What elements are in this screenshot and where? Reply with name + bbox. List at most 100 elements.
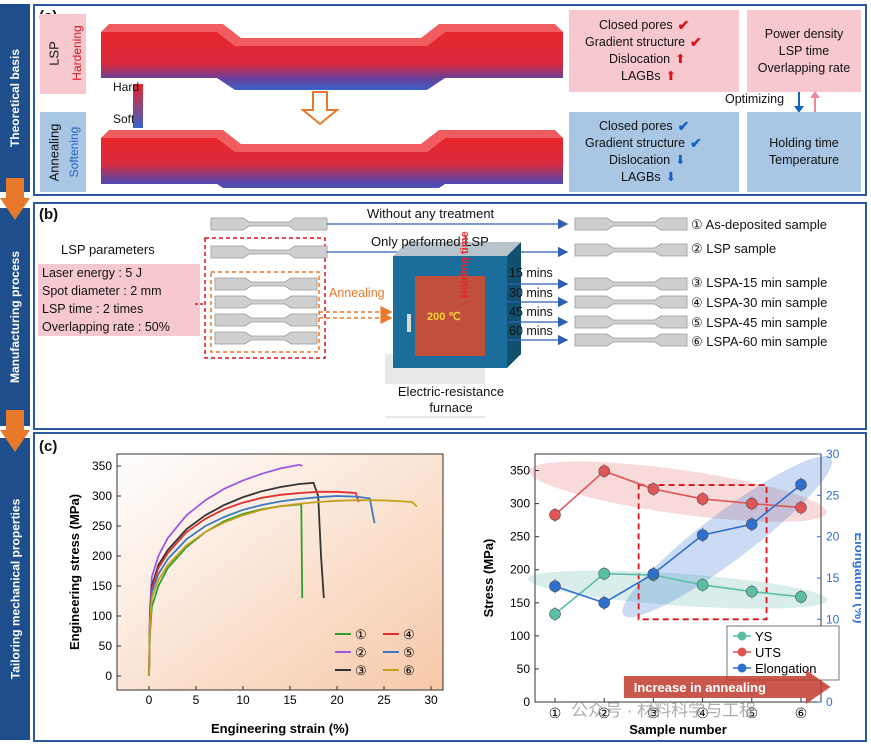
furnace-top — [393, 242, 521, 256]
y-tick-label: 150 — [92, 579, 112, 593]
sample-label: ⑥ LSPA-60 min sample — [691, 334, 828, 349]
series-line — [148, 499, 418, 677]
lsp-param: Laser energy : 5 J — [42, 266, 143, 280]
sidebar-tailoring-properties: Tailoring mechanical properties — [0, 438, 30, 740]
y2-tick-label: 15 — [826, 571, 840, 585]
optimizing-label: Optimizing — [725, 92, 785, 106]
legend-label: ② — [355, 645, 367, 660]
panel-a: (a) LSP Hardening Annealing Softening — [33, 4, 867, 196]
data-point — [549, 580, 561, 593]
duration-label: 30 mins — [509, 286, 553, 300]
effect-label: Closed pores — [599, 119, 673, 133]
x-tick-label: 20 — [330, 693, 344, 707]
down-arrow-icon: ⬇ — [665, 170, 677, 184]
down-arrow-icon: ⬇ — [675, 153, 686, 167]
y-tick-label: 200 — [510, 563, 530, 577]
legend-label: ④ — [403, 627, 415, 642]
legend-label: ⑤ — [403, 645, 415, 660]
data-point — [745, 497, 758, 510]
y-tick-label: 50 — [517, 662, 531, 676]
sidebar-label: Tailoring mechanical properties — [8, 498, 22, 680]
legend-label: Elongation — [755, 661, 816, 676]
check-icon: ✔ — [690, 34, 702, 50]
effect-label: Closed pores — [599, 18, 673, 32]
y-tick-label: 0 — [105, 669, 112, 683]
lsp-param: LSP time — [778, 43, 830, 58]
check-icon: ✔ — [690, 135, 702, 151]
lsp-params-title: LSP parameters — [61, 242, 155, 257]
lsp-tag — [40, 14, 86, 94]
x-tick-label: ③ — [647, 705, 660, 721]
legend-label: ⑥ — [403, 663, 415, 678]
duration-label: 45 mins — [509, 305, 553, 319]
x-tick-label: ② — [598, 705, 611, 721]
y-tick-label: 250 — [510, 530, 530, 544]
sample-label: ③ LSPA-15 min sample — [691, 275, 828, 290]
sample-properties-chart: ①②③④⑤⑥050100150200250300350051015202530S… — [481, 447, 861, 737]
data-point — [647, 568, 660, 580]
check-icon: ✔ — [677, 118, 690, 134]
y-tick-label: 50 — [99, 639, 113, 653]
duration-label: 60 mins — [509, 324, 553, 338]
stress-strain-chart: 0 5 10 15 20 25 30050100150200250300350Enginee… — [67, 453, 444, 736]
y2-tick-label: 20 — [826, 530, 840, 544]
specimens-right — [574, 217, 688, 347]
sample-label: ⑤ LSPA-45 min sample — [691, 315, 828, 330]
x-tick-label: ⑤ — [746, 705, 759, 721]
x-tick-label: ⑥ — [795, 705, 808, 721]
series-line — [148, 490, 360, 677]
anneal-param: Holding time — [769, 136, 839, 150]
anneal-param: Temperature — [768, 153, 840, 167]
sample-label: ④ LSPA-30 min sample — [691, 295, 828, 310]
x-tick-label: 0 — [146, 693, 153, 707]
data-point — [795, 591, 807, 603]
annealing-label: Annealing — [329, 286, 385, 300]
effect-label: LAGBs — [621, 69, 661, 83]
data-point — [745, 585, 758, 598]
duration-label: 15 mins — [509, 266, 553, 280]
ys-trend-ellipse — [528, 570, 828, 609]
furnace-side — [507, 242, 521, 368]
data-point — [549, 608, 561, 620]
check-icon: ✔ — [677, 17, 690, 33]
furnace-temperature: 200 ℃ — [427, 311, 461, 323]
panel-c: (c) 0 5 10 15 20 25 30 0 50 100 150 200 250 300 350 Eng… — [33, 432, 867, 742]
sample-label: ② LSP sample — [691, 241, 777, 256]
furnace-name: Electric-resistance furnace — [385, 384, 517, 416]
y2-tick-label: 0 — [826, 695, 833, 709]
legend-label: YS — [755, 629, 773, 644]
plot-area — [116, 453, 444, 691]
panel-b: (b) LSP parameters Laser energy : 5 J Sp… — [33, 202, 867, 430]
effect-label: Gradient structure — [585, 136, 686, 150]
y-tick-label: 350 — [92, 459, 112, 473]
effect-label: LAGBs — [621, 170, 661, 184]
data-point — [647, 483, 660, 495]
series-line — [554, 483, 802, 604]
section-arrow-icon — [0, 178, 30, 220]
y2-tick-label: 25 — [826, 488, 840, 502]
hard-label: Hard — [113, 80, 140, 94]
specimen-illustrations — [101, 24, 563, 188]
y-tick-label: 150 — [510, 596, 530, 610]
highlight-box — [637, 484, 768, 621]
section-arrow-icon — [0, 410, 30, 452]
x-tick-label: ④ — [696, 705, 709, 721]
y2-tick-label: 10 — [826, 612, 840, 626]
furnace-handle — [407, 314, 411, 332]
lsp-effects-box: Closed pores ✔ Gradient structure ✔ Disloc… — [569, 10, 739, 92]
optimizing-arrows-icon — [794, 91, 820, 113]
up-arrow-icon: ⬆ — [665, 69, 677, 83]
sample-label: ① As-deposited sample — [691, 217, 827, 232]
watermark: 公众号 · 材料科学与工程 — [571, 701, 757, 720]
y-axis-label: Engineering stress (MPa) — [67, 494, 82, 650]
sidebar-theoretical-basis: Theoretical basis — [0, 4, 30, 192]
y-tick-label: 200 — [92, 549, 112, 563]
annealing-effects-box: Closed pores ✔ Gradient structure ✔ Disloc… — [569, 112, 739, 192]
lsp-params-box: Laser energy : 5 J Spot diameter : 2 mm … — [38, 264, 200, 336]
x-axis-label: Engineering strain (%) — [211, 721, 349, 736]
lsp-parameters-box: Power density LSP time Overlapping rate — [747, 10, 861, 92]
data-point — [795, 501, 807, 514]
elongation-trend-ellipse — [622, 456, 833, 618]
annealing-parameters-box: Holding time Temperature — [747, 112, 861, 192]
y2-axis-label: Elongation (%) — [852, 533, 861, 624]
